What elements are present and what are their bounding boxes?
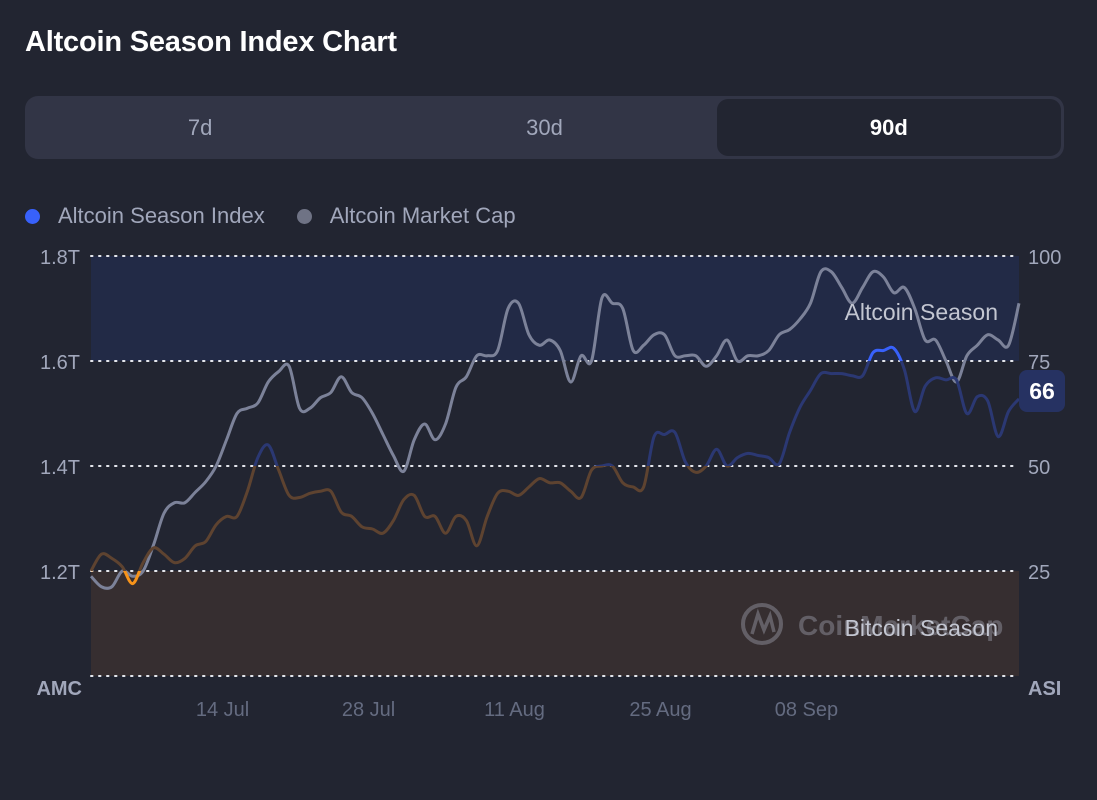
- right-axis-tick: 100: [1028, 247, 1061, 269]
- svg-text:CoinMarketCap: CoinMarketCap: [798, 610, 1003, 641]
- legend-label: Altcoin Market Cap: [329, 203, 516, 228]
- left-axis-tick: 1.8T: [40, 247, 80, 269]
- current-value-badge: 66: [1019, 370, 1065, 412]
- tab-30d[interactable]: 30d: [526, 114, 563, 140]
- timeframe-tabs: 7d 30d 90d: [25, 96, 1064, 159]
- left-axis-tick: 1.2T: [40, 562, 80, 584]
- coinmarketcap-logo: CoinMarketCap: [741, 603, 1003, 645]
- asi-segment-above-50: [253, 361, 1021, 466]
- right-axis-label: ASI: [1028, 678, 1061, 700]
- bitcoin-season-label: Bitcoin Season: [845, 615, 998, 641]
- left-axis-label: AMC: [36, 678, 82, 700]
- x-axis-tick: 25 Aug: [629, 699, 691, 721]
- bitcoin-season-zone: [91, 571, 1019, 676]
- altcoin-season-label: Altcoin Season: [845, 299, 998, 325]
- legend-dot-icon: [296, 208, 312, 224]
- legend-item-amc[interactable]: Altcoin Market Cap: [296, 203, 516, 229]
- chart-legend: Altcoin Season Index Altcoin Market Cap: [25, 203, 548, 229]
- x-axis-tick: 11 Aug: [484, 699, 545, 721]
- left-axis-tick: 1.4T: [40, 457, 80, 479]
- legend-item-asi[interactable]: Altcoin Season Index: [25, 203, 265, 229]
- legend-dot-icon: [25, 208, 40, 224]
- x-axis-tick: 08 Sep: [775, 699, 838, 721]
- legend-label: Altcoin Season Index: [58, 203, 265, 228]
- right-axis-tick: 75: [1028, 352, 1050, 374]
- right-axis-tick: 25: [1028, 562, 1050, 584]
- asi-segment-below-50: [89, 466, 779, 571]
- tab-7d[interactable]: 7d: [187, 114, 213, 140]
- tab-90d[interactable]: 90d: [716, 99, 1061, 156]
- x-axis-tick: 28 Jul: [342, 699, 395, 721]
- series-line-altcoin-market-cap: [89, 267, 1021, 590]
- right-axis-tick: 50: [1028, 457, 1050, 479]
- page-title: Altcoin Season Index Chart: [25, 26, 397, 58]
- x-axis-tick: 14 Jul: [196, 699, 249, 721]
- left-axis-tick: 1.6T: [40, 352, 80, 374]
